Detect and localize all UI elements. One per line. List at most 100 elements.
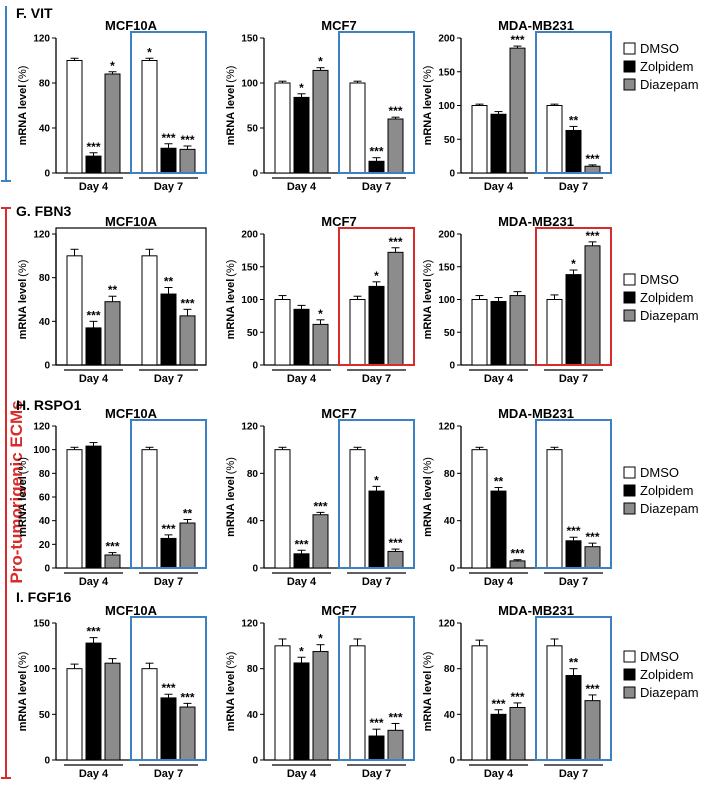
x-tick-label: Day 4 [287, 181, 317, 193]
chart-title: MCF7 [321, 214, 356, 229]
y-tick-label: 120 [33, 422, 50, 433]
y-tick-label: 80 [39, 273, 51, 284]
legend-label-zolpidem: Zolpidem [640, 667, 693, 682]
significance-mark: * [318, 307, 323, 321]
x-tick-label: Day 7 [559, 768, 588, 780]
chart-title: MCF10A [105, 214, 158, 229]
bar-dmso-day4 [471, 449, 488, 569]
legend-f: DMSO Zolpidem Diazepam [623, 41, 699, 92]
y-tick-label: 40 [39, 516, 51, 527]
legend-swatch-diazepam [623, 78, 636, 91]
bar-zolpidem-day4 [490, 490, 507, 569]
y-tick-label: 50 [39, 710, 51, 721]
y-tick-label: 40 [247, 710, 259, 721]
y-tick-label: 200 [241, 230, 258, 241]
x-tick-label: Day 4 [287, 576, 317, 588]
significance-mark: *** [510, 690, 524, 704]
y-axis-label-text: mRNA level [225, 279, 237, 340]
bar-dmso-day7 [349, 82, 366, 174]
y-axis-label: mRNA level (%) [422, 66, 434, 146]
x-tick-label: Day 4 [79, 768, 109, 780]
legend-label-dmso: DMSO [640, 649, 679, 664]
legend-swatch-dmso [623, 42, 636, 55]
chart-i-2: MCF7 0 40 80 120 mRNA level (%) * * Day 4 *** *** Da… [225, 603, 415, 780]
chart-title: MCF10A [105, 18, 158, 33]
significance-mark: * [571, 257, 576, 271]
y-axis-label: mRNA level (%) [17, 652, 29, 732]
bar-zolpidem-day4 [490, 713, 507, 761]
legends: DMSO Zolpidem Diazepam DMSO Zolpidem Diazepam… [623, 41, 699, 700]
bar-diazepam-day4 [312, 514, 329, 569]
highlight-box [535, 419, 612, 569]
bar-diazepam-day7 [584, 165, 601, 174]
y-axis-label: mRNA level (%) [225, 260, 237, 340]
x-tick-label: Day 7 [154, 373, 183, 385]
significance-mark: *** [585, 530, 599, 544]
y-tick-label: 120 [438, 422, 455, 433]
legend-swatch-dmso [623, 650, 636, 663]
bar-diazepam-day7 [584, 245, 601, 366]
bar-zolpidem-day4 [85, 445, 102, 569]
y-tick-label: 0 [252, 169, 258, 180]
significance-mark: *** [566, 524, 580, 538]
y-tick-label: 150 [33, 619, 50, 630]
y-tick-label: 50 [444, 135, 456, 146]
bar-dmso-day7 [141, 255, 158, 366]
y-axis-label-text: mRNA level [422, 85, 434, 146]
y-axis-label: mRNA level (%) [422, 457, 434, 537]
highlight-box [338, 31, 415, 174]
bar-diazepam-day7 [387, 251, 404, 366]
bar-zolpidem-day7 [160, 697, 177, 761]
y-tick-label: 100 [241, 79, 258, 90]
bar-diazepam-day7 [179, 706, 196, 761]
y-tick-label: 40 [444, 516, 456, 527]
legend-swatch-dmso [623, 273, 636, 286]
chart-f-3: MDA-MB231 0 50 100 150 200 mRNA level (%) *** Day… [422, 18, 612, 193]
y-axis-label-unit: (%) [17, 457, 29, 474]
significance-mark: *** [510, 33, 524, 47]
y-tick-label: 120 [438, 619, 455, 630]
bar-zolpidem-day7 [565, 129, 582, 174]
y-axis-label: mRNA level (%) [17, 66, 29, 146]
y-tick-label: 0 [449, 756, 455, 767]
y-tick-label: 0 [44, 756, 50, 767]
significance-mark: *** [161, 131, 175, 145]
y-axis-label-unit: (%) [422, 260, 434, 277]
bar-dmso-day4 [471, 299, 488, 366]
significance-mark: *** [585, 682, 599, 696]
x-tick-label: Day 7 [154, 576, 183, 588]
chart-title: MCF10A [105, 603, 158, 618]
row-bracket-red [1, 207, 11, 779]
bar-dmso-day4 [274, 449, 291, 569]
bar-diazepam-day4 [104, 554, 121, 569]
bar-dmso-day7 [546, 299, 563, 366]
chart-h-1: H. RSPO1 MCF10A 0 20 40 60 80 100 120 mRNA level (… [16, 397, 207, 588]
bar-zolpidem-day4 [293, 96, 310, 174]
y-tick-label: 40 [39, 124, 51, 135]
y-tick-label: 120 [33, 230, 50, 241]
legend-swatch-zolpidem [623, 668, 636, 681]
significance-mark: *** [294, 537, 308, 551]
y-axis-label-text: mRNA level [17, 85, 29, 146]
legend-label-dmso: DMSO [640, 41, 679, 56]
significance-mark: *** [161, 681, 175, 695]
y-tick-label: 40 [444, 710, 456, 721]
plot-frame [55, 227, 207, 366]
bar-zolpidem-day7 [368, 160, 385, 174]
bar-zolpidem-day7 [160, 147, 177, 174]
significance-mark: * [147, 45, 152, 59]
significance-mark: ** [569, 113, 579, 127]
highlight-box [338, 616, 415, 761]
bar-diazepam-day4 [509, 560, 526, 569]
y-axis-label-unit: (%) [225, 66, 237, 83]
y-axis-label-text: mRNA level [17, 476, 29, 537]
bar-dmso-day4 [66, 255, 83, 366]
significance-mark: *** [369, 145, 383, 159]
y-tick-label: 100 [33, 664, 50, 675]
highlight-box [535, 31, 612, 174]
y-tick-label: 0 [449, 564, 455, 575]
legend-swatch-dmso [623, 466, 636, 479]
y-tick-label: 120 [33, 34, 50, 45]
